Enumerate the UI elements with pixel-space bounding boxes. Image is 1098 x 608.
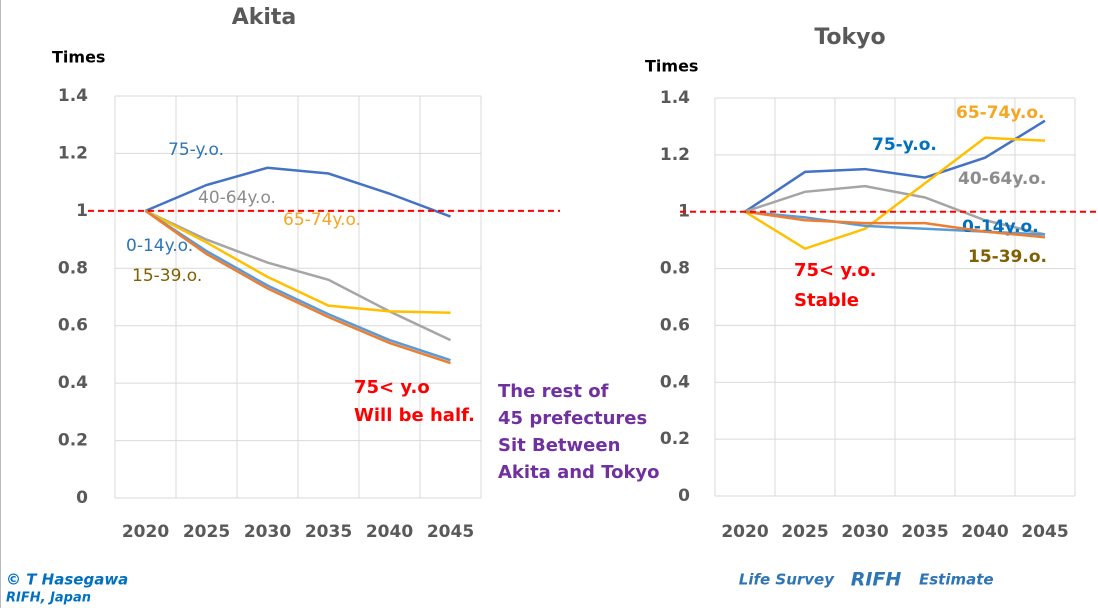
x-tick-label: 2020	[122, 522, 169, 542]
series-label: 15-39.o.	[968, 247, 1047, 267]
series-line	[145, 166, 451, 218]
chart-title: Akita	[232, 5, 297, 30]
x-tick-label: 2045	[1021, 522, 1068, 542]
x-tick-label: 2030	[841, 522, 888, 542]
source: RIFH	[851, 569, 902, 591]
y-tick-label: 0.4	[660, 372, 690, 392]
y-tick-label: 1.2	[660, 145, 690, 165]
axis-label: Times	[645, 57, 698, 76]
middle-note: Akita and Tokyo	[498, 462, 660, 483]
x-tick-label: 2020	[721, 522, 768, 542]
x-tick-label: 2030	[244, 522, 291, 542]
chart-title: Tokyo	[814, 25, 885, 50]
y-tick-label: 1.4	[58, 86, 88, 106]
series-line	[744, 136, 1046, 251]
series-line	[144, 209, 451, 365]
series-line	[744, 119, 1046, 213]
y-tick-label: 0	[678, 486, 690, 506]
annotation: 75< y.o	[354, 377, 430, 398]
x-tick-label: 2025	[183, 522, 230, 542]
y-tick-label: 0.4	[58, 373, 88, 393]
series-label: 15-39.o.	[132, 266, 202, 286]
org: RIFH, Japan	[6, 591, 91, 606]
y-tick-label: 0.6	[660, 315, 690, 335]
middle-note: 45 prefectures	[498, 408, 647, 429]
y-tick-label: 1.2	[58, 143, 88, 163]
middle-note: Sit Between	[498, 435, 620, 456]
annotation: Stable	[794, 290, 859, 311]
y-tick-label: 0	[76, 488, 88, 508]
series-line	[144, 209, 451, 362]
series-label: 40-64y.o.	[958, 169, 1047, 189]
series-label: 40-64y.o.	[198, 188, 276, 208]
y-tick-label: 1	[76, 201, 88, 221]
series-label: 0-14y.o.	[126, 236, 193, 256]
series-line	[144, 209, 451, 315]
y-tick-label: 0.6	[58, 316, 88, 336]
x-tick-label: 2040	[961, 522, 1008, 542]
annotation: 75< y.o.	[794, 260, 877, 281]
series-label: 75-y.o.	[168, 140, 224, 160]
y-tick-label: 0.2	[58, 431, 88, 451]
y-tick-label: 0.8	[58, 258, 88, 278]
x-tick-label: 2035	[305, 522, 352, 542]
series-label: 65-74y.o.	[283, 210, 361, 230]
y-tick-label: 0.8	[660, 259, 690, 279]
series-line	[144, 209, 452, 342]
copyright: © T Hasegawa	[6, 571, 128, 589]
source: Estimate	[919, 571, 994, 589]
x-tick-label: 2045	[427, 522, 474, 542]
series-line	[744, 184, 1046, 236]
y-tick-label: 1.4	[660, 88, 690, 108]
series-label: 65-74y.o.	[956, 103, 1045, 123]
axis-label: Times	[52, 48, 105, 67]
x-tick-label: 2040	[366, 522, 413, 542]
series-line	[744, 210, 1046, 239]
middle-note: The rest of	[498, 381, 609, 402]
annotation: Will be half.	[354, 405, 475, 426]
y-tick-label: 0.2	[660, 429, 690, 449]
x-tick-label: 2035	[901, 522, 948, 542]
source: Life Survey	[739, 571, 835, 589]
series-label: 75-y.o.	[872, 135, 937, 155]
x-tick-label: 2025	[781, 522, 828, 542]
